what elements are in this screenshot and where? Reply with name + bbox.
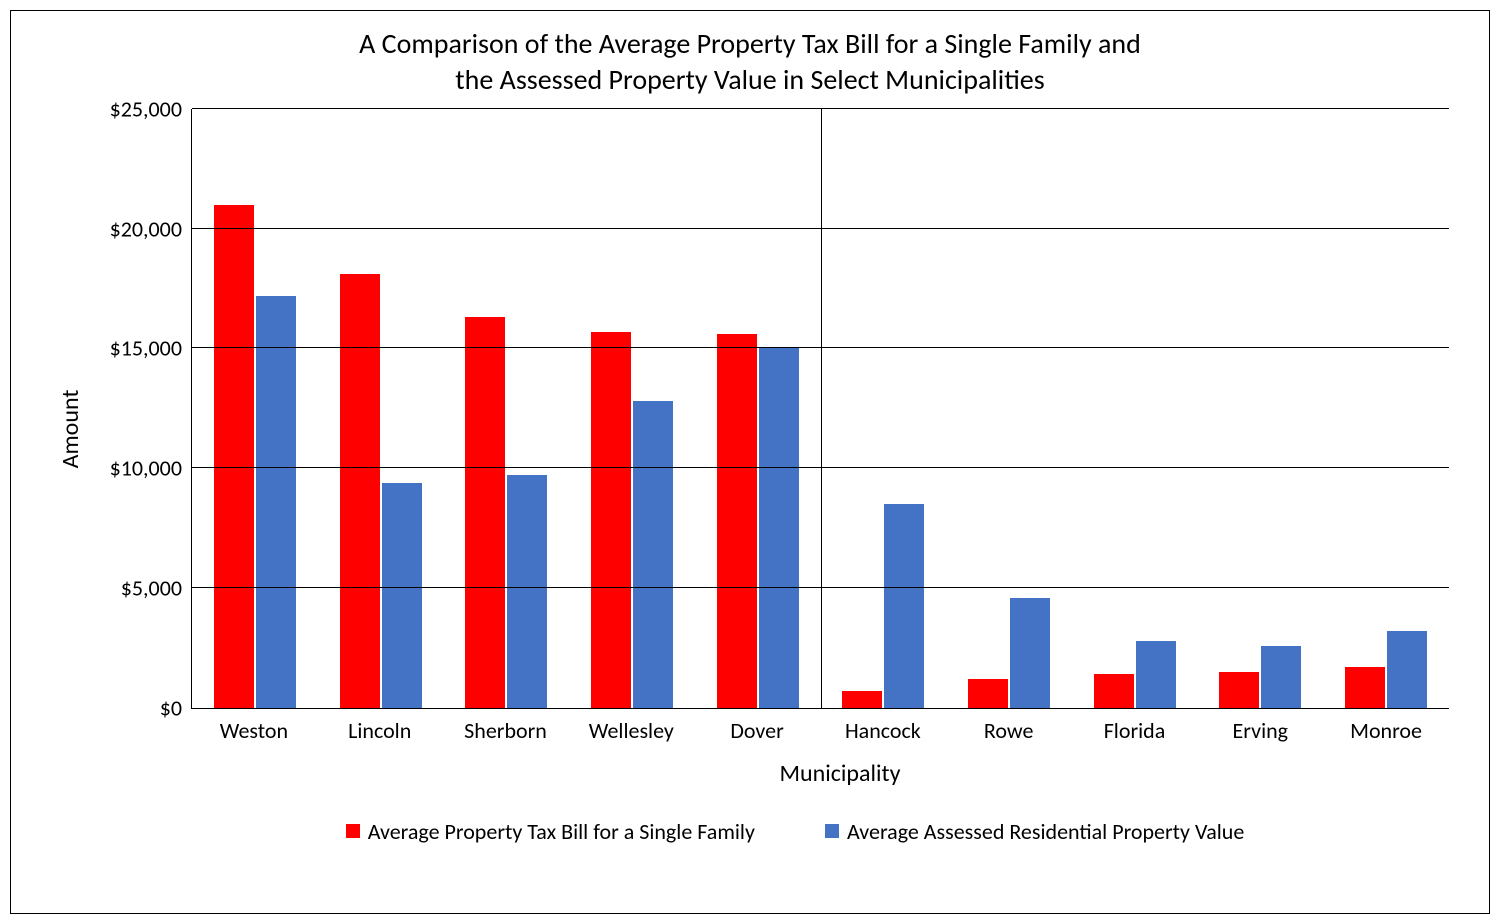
y-tick-label: $25,000 — [110, 95, 182, 122]
bar-group — [821, 109, 947, 708]
bar — [633, 401, 673, 708]
bar — [842, 691, 882, 708]
bar — [717, 334, 757, 708]
x-tick-label: Wellesley — [568, 709, 694, 749]
x-tick-label: Hancock — [820, 709, 946, 749]
chart-title-line1: A Comparison of the Average Property Tax… — [359, 26, 1141, 61]
bar-group — [946, 109, 1072, 708]
x-tick-label: Monroe — [1323, 709, 1449, 749]
bar — [1261, 646, 1301, 708]
bar — [382, 483, 422, 708]
y-tick-label: $5,000 — [121, 574, 182, 601]
y-tick-label: $10,000 — [110, 455, 182, 482]
bar — [340, 274, 380, 708]
x-tick-label: Erving — [1197, 709, 1323, 749]
legend: Average Property Tax Bill for a Single F… — [11, 818, 1489, 845]
x-tick-label: Dover — [694, 709, 820, 749]
bar-group — [1323, 109, 1449, 708]
x-tick-label: Lincoln — [317, 709, 443, 749]
vertical-separator — [821, 109, 822, 708]
legend-swatch — [346, 824, 360, 838]
bar-group — [695, 109, 821, 708]
x-tick-label: Weston — [191, 709, 317, 749]
x-tick-label: Sherborn — [443, 709, 569, 749]
bar — [1010, 598, 1050, 708]
bar-group — [1072, 109, 1198, 708]
chart-body: Amount $0$5,000$10,000$15,000$20,000$25,… — [101, 109, 1449, 749]
bar — [465, 317, 505, 708]
bar — [214, 205, 254, 708]
x-labels-row: WestonLincolnSherbornWellesleyDoverHanco… — [191, 709, 1449, 749]
bar — [884, 504, 924, 708]
bar — [591, 332, 631, 708]
bar — [1094, 674, 1134, 708]
bar — [1345, 667, 1385, 708]
bar — [968, 679, 1008, 708]
legend-label: Average Property Tax Bill for a Single F… — [368, 818, 755, 845]
bar — [507, 475, 547, 707]
legend-swatch — [825, 824, 839, 838]
y-tick-label: $20,000 — [110, 215, 182, 242]
bar — [1219, 672, 1259, 708]
bar — [759, 348, 799, 707]
bar-group — [443, 109, 569, 708]
chart-title-line2: the Assessed Property Value in Select Mu… — [455, 62, 1044, 97]
chart-title: A Comparison of the Average Property Tax… — [11, 11, 1489, 109]
x-tick-label: Florida — [1072, 709, 1198, 749]
bar-group — [569, 109, 695, 708]
y-tick-label: $15,000 — [110, 335, 182, 362]
bar-group — [1198, 109, 1324, 708]
legend-item: Average Assessed Residential Property Va… — [825, 818, 1244, 845]
y-tick-label: $0 — [160, 694, 182, 721]
x-tick-label: Rowe — [946, 709, 1072, 749]
bar-group — [318, 109, 444, 708]
plot-area: $0$5,000$10,000$15,000$20,000$25,000 — [191, 109, 1449, 709]
bar-group — [192, 109, 318, 708]
legend-label: Average Assessed Residential Property Va… — [847, 818, 1244, 845]
x-axis-title: Municipality — [11, 759, 1489, 788]
bar — [256, 296, 296, 708]
legend-item: Average Property Tax Bill for a Single F… — [346, 818, 755, 845]
bar — [1136, 641, 1176, 708]
chart-container: A Comparison of the Average Property Tax… — [10, 10, 1490, 914]
y-axis-title: Amount — [56, 389, 85, 468]
bar — [1387, 631, 1427, 708]
